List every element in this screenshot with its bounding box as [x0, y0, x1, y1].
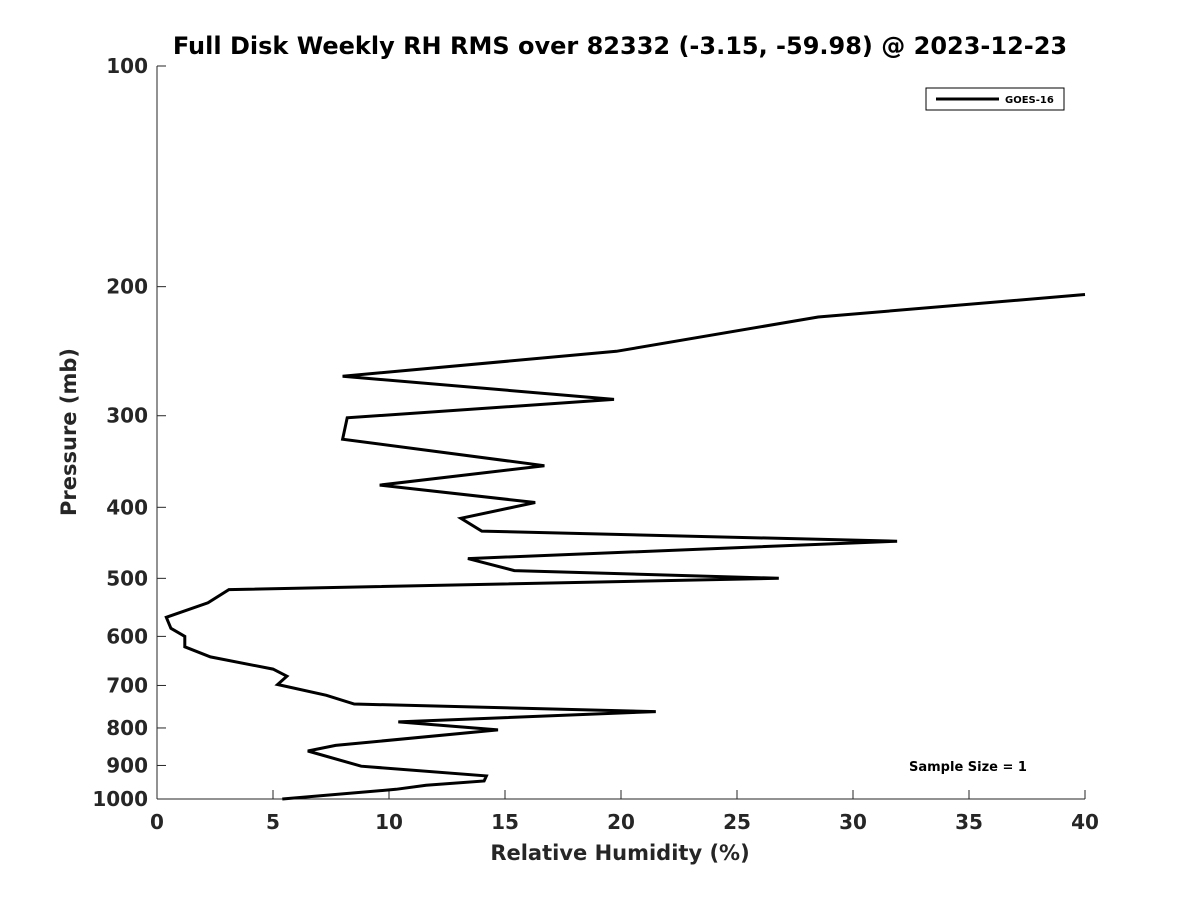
series-points: [166, 294, 1085, 799]
x-tick-label: 15: [491, 810, 519, 834]
y-tick-label: 200: [106, 275, 148, 299]
x-axis-label: Relative Humidity (%): [490, 841, 749, 865]
y-tick-label: 500: [106, 566, 148, 590]
y-tick-label: 1000: [92, 787, 148, 811]
legend: GOES-16: [925, 87, 1065, 111]
y-tick-label: 600: [106, 624, 148, 648]
x-tick-label: 35: [955, 810, 983, 834]
series-line-goes-16: [164, 293, 1086, 801]
chart-title: Full Disk Weekly RH RMS over 82332 (-3.1…: [173, 32, 1067, 60]
x-tick-label: 25: [723, 810, 751, 834]
y-tick-label: 300: [106, 404, 148, 428]
ticks: 0 5 10 15 20 25 30 35 40 100 200 300 400 500 600 700 800…: [92, 54, 1099, 834]
y-tick-label: 800: [106, 716, 148, 740]
y-tick-label: 100: [106, 54, 148, 78]
x-tick-label: 0: [150, 810, 164, 834]
x-tick-label: 30: [839, 810, 867, 834]
y-axis-label: Pressure (mb): [57, 348, 81, 516]
y-tick-label: 900: [106, 753, 148, 777]
y-tick-label: 400: [106, 495, 148, 519]
x-tick-label: 20: [607, 810, 635, 834]
legend-label-goes-16: GOES-16: [1005, 95, 1054, 106]
x-tick-label: 10: [375, 810, 403, 834]
x-tick-label: 5: [266, 810, 280, 834]
x-tick-label: 40: [1071, 810, 1099, 834]
series-layer: [164, 293, 1086, 801]
sample-size-annotation: Sample Size = 1: [909, 760, 1027, 775]
y-tick-label: 700: [106, 673, 148, 697]
